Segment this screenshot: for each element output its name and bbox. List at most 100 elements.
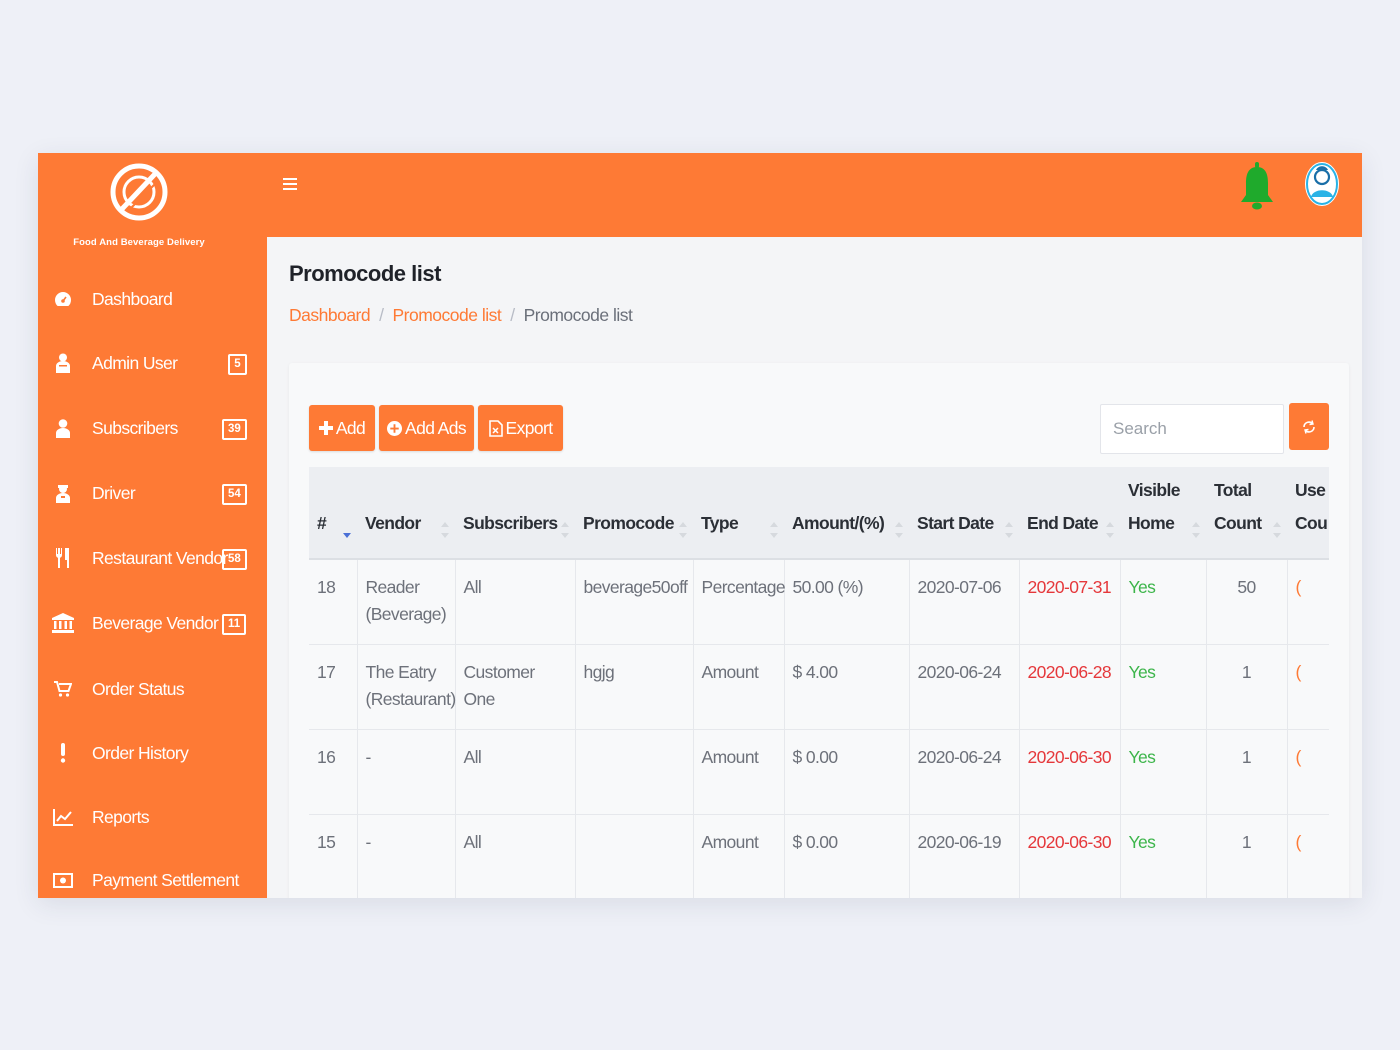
sort-icon[interactable] [561, 522, 569, 538]
sidebar-item-dashboard[interactable]: Dashboard [38, 280, 267, 320]
column-header[interactable]: Promocode [575, 467, 693, 560]
sort-icon[interactable] [770, 522, 778, 538]
export-button-label: Export [505, 417, 554, 438]
sidebar-item-subscribers[interactable]: Subscribers 39 [38, 409, 267, 449]
page-title: Promocode list [289, 261, 441, 286]
cell-start-date: 2020-06-24 [909, 644, 1020, 729]
cell-start-date: 2020-07-06 [909, 559, 1020, 644]
sort-icon[interactable] [343, 522, 351, 538]
sidebar-item-count-badge: 54 [222, 484, 247, 505]
sidebar-item-label: Reports [92, 807, 150, 827]
cell-amount: $ 4.00 [784, 644, 910, 729]
driver-icon [52, 482, 74, 504]
column-header-label-top: Visible [1128, 480, 1181, 500]
sort-icon[interactable] [679, 522, 687, 538]
sidebar-item-label: Payment Settlement [92, 870, 239, 890]
sidebar-item-restaurant-vendor[interactable]: Restaurant Vendor 58 [38, 539, 267, 579]
cell-vendor: The Eatry (Restaurant) [357, 644, 457, 729]
column-header[interactable]: Vendor [357, 467, 455, 560]
vendor-name: - [365, 746, 372, 767]
sidebar: Food And Beverage Delivery Dashboard Admi… [38, 153, 267, 898]
table-row[interactable]: 18 Reader (Beverage) All beverage50off Percen… [309, 559, 1329, 644]
column-header-label: Start Date [917, 513, 994, 533]
file-excel-icon [488, 419, 503, 437]
sort-icon[interactable] [1273, 522, 1281, 538]
breadcrumb-separator: / [510, 305, 515, 325]
cell-subscribers: All [455, 814, 576, 898]
table-row[interactable]: 17 The Eatry (Restaurant) Customer One hgjg A… [309, 644, 1329, 729]
cell-vendor: - [357, 729, 456, 814]
cell-total-count: 1 [1206, 644, 1288, 729]
column-header-label: Cou [1295, 513, 1328, 533]
plus-icon [318, 421, 333, 435]
exclamation-icon [52, 742, 74, 764]
search-input[interactable] [1100, 404, 1284, 454]
breadcrumb-dashboard-link[interactable]: Dashboard [289, 305, 371, 325]
add-button-label: Add [335, 417, 366, 438]
cell-amount: $ 0.00 [784, 729, 910, 814]
vendor-type: (Restaurant) [365, 688, 457, 709]
column-header[interactable]: Use Cou [1287, 467, 1329, 560]
sort-icon[interactable] [1192, 522, 1200, 538]
breadcrumb: Dashboard / Promocode list / Promocode l… [289, 305, 633, 326]
cell-end-date: 2020-06-30 [1019, 814, 1121, 898]
sidebar-item-beverage-vendor[interactable]: Beverage Vendor 11 [38, 604, 267, 644]
breadcrumb-promocode-link[interactable]: Promocode list [392, 305, 502, 325]
sort-icon[interactable] [1005, 522, 1013, 538]
logo[interactable]: Food And Beverage Delivery [38, 153, 267, 253]
user-icon [52, 352, 74, 374]
bell-icon[interactable] [1238, 159, 1276, 211]
column-header[interactable]: Total Count [1206, 467, 1287, 560]
avatar-icon[interactable] [1303, 157, 1341, 207]
cell-type: Amount [693, 644, 785, 729]
refresh-button[interactable] [1289, 403, 1329, 450]
breadcrumb-current: Promocode list [523, 305, 633, 325]
sidebar-item-order-history[interactable]: Order History [38, 734, 267, 774]
sidebar-item-payment-settlement[interactable]: Payment Settlement [38, 861, 267, 898]
app-window: Food And Beverage Delivery Dashboard Admi… [38, 153, 1362, 898]
column-header-label: Subscribers [463, 513, 558, 533]
refresh-icon [1303, 419, 1315, 434]
cell-visible-home: Yes [1120, 729, 1207, 814]
cell-promocode: hgjg [575, 644, 694, 729]
hamburger-icon[interactable] [283, 175, 299, 195]
table-row[interactable]: 15- All Amount $ 0.00 2020-06-19 2020-06-30 Ye… [309, 814, 1329, 898]
column-header-label: # [317, 513, 327, 533]
cell-subscribers: Customer One [455, 644, 576, 729]
sidebar-item-reports[interactable]: Reports [38, 798, 267, 838]
column-header[interactable]: Type [693, 467, 784, 560]
sidebar-item-label: Admin User [92, 353, 178, 373]
export-button[interactable]: Export [478, 405, 563, 451]
cell-id: 15 [309, 814, 358, 898]
sidebar-item-label: Driver [92, 483, 136, 503]
column-header[interactable]: Start Date [909, 467, 1019, 560]
column-header[interactable]: End Date [1019, 467, 1120, 560]
table-row[interactable]: 16- All Amount $ 0.00 2020-06-24 2020-06-30 Ye… [309, 729, 1329, 814]
cell-total-count: 50 [1206, 559, 1288, 644]
column-header[interactable]: Amount/(%) [784, 467, 909, 560]
table-header-row: # Vendor Subscribers Promocode Type Amount/(%… [309, 467, 1329, 560]
sidebar-item-order-status[interactable]: Order Status [38, 670, 267, 710]
sort-icon[interactable] [441, 522, 449, 538]
sort-icon[interactable] [1106, 522, 1114, 538]
cell-type: Amount [693, 814, 785, 898]
column-header-label-top: Use [1295, 480, 1326, 500]
vendor-name: The Eatry [365, 661, 437, 682]
table-body: 18 Reader (Beverage) All beverage50off Percen… [309, 559, 1329, 898]
cell-visible-home: Yes [1120, 814, 1207, 898]
promocode-card: Add Add Ads Export [289, 363, 1349, 898]
sidebar-item-driver[interactable]: Driver 54 [38, 474, 267, 514]
cell-amount: $ 0.00 [784, 814, 910, 898]
cell-id: 18 [309, 559, 358, 644]
add-ads-button[interactable]: Add Ads [379, 405, 474, 451]
column-header[interactable]: Subscribers [455, 467, 575, 560]
cell-visible-home: Yes [1120, 559, 1207, 644]
cell-end-date: 2020-06-28 [1019, 644, 1121, 729]
add-button[interactable]: Add [309, 405, 375, 451]
top-bar [267, 153, 1362, 237]
sidebar-item-admin-user[interactable]: Admin User 5 [38, 344, 267, 384]
cell-total-count: 1 [1206, 729, 1288, 814]
column-header[interactable]: # [309, 467, 357, 560]
sort-icon[interactable] [895, 522, 903, 538]
column-header[interactable]: Visible Home [1120, 467, 1206, 560]
